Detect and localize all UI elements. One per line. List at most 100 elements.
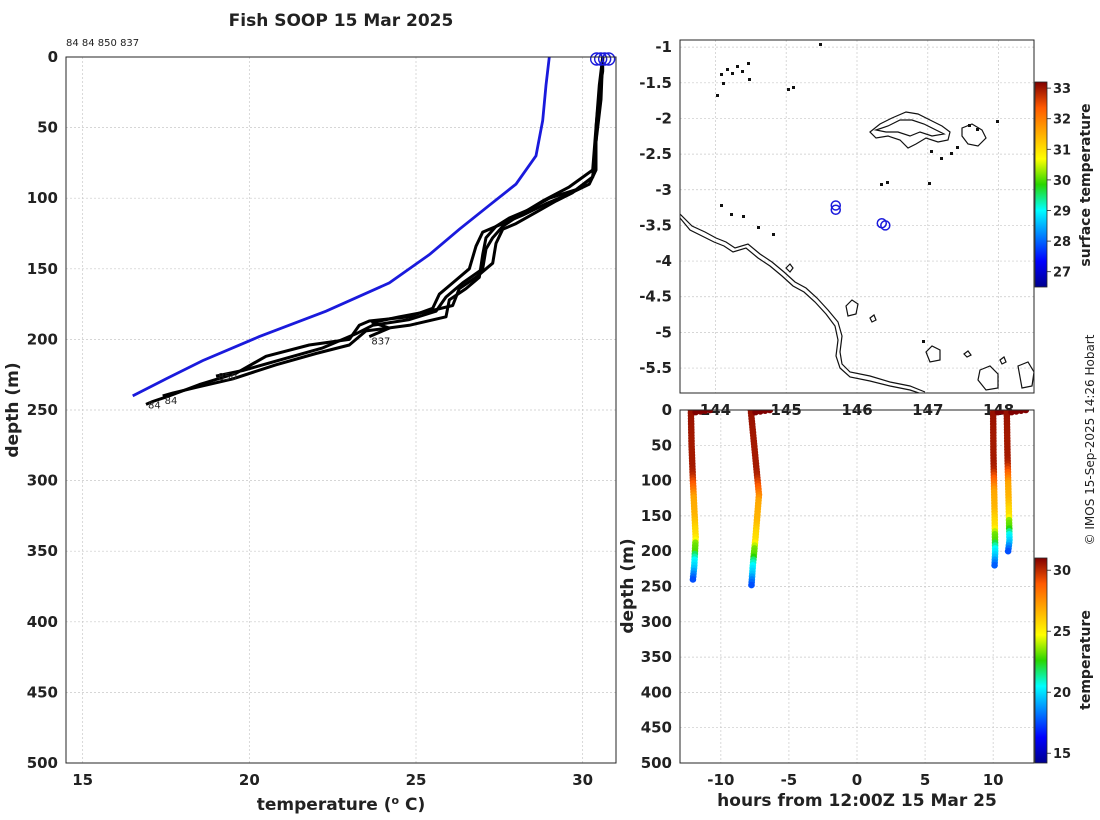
profile-y-tick-label: 100 <box>27 189 58 207</box>
profile-y-tick-label: 250 <box>27 401 58 419</box>
surface-colorbar-tick-label: 32 <box>1053 113 1071 128</box>
profile-x-ticks: 15 20 25 30 <box>72 771 593 789</box>
timeseries-y-tick-label: 0 <box>662 401 672 419</box>
map-y-tick-label: -2 <box>655 109 672 127</box>
island-new-ireland-inner <box>873 119 946 137</box>
map-y-tick-label: -1 <box>655 38 672 56</box>
drop-marker <box>830 204 842 215</box>
timeseries-y-tick-label: 150 <box>641 507 672 525</box>
timeseries-x-ticks: -10 -5 0 5 10 <box>707 771 1003 789</box>
map-y-tick-label: -4 <box>655 252 672 270</box>
temperature-colorbar-tick-label: 15 <box>1053 747 1071 762</box>
surface-colorbar-tick-label: 30 <box>1053 174 1071 189</box>
profile-end-label: 84 <box>148 400 161 411</box>
profile-lines: 84 84 850 837 <box>145 56 605 411</box>
temperature-colorbar-ticks: 15 20 25 30 <box>1047 564 1071 762</box>
profile-x-tick-label: 30 <box>572 771 593 789</box>
coast-main-inner <box>680 217 921 393</box>
map-y-tick-label: -3.5 <box>639 216 672 234</box>
drop-markers <box>830 200 891 231</box>
timeseries-x-tick-label: 5 <box>920 771 930 789</box>
island-east-1 <box>845 299 859 317</box>
profile-x-tick-label: 25 <box>406 771 427 789</box>
cast <box>1003 410 1030 555</box>
map-y-tick-label: -1.5 <box>639 74 672 92</box>
timeseries-y-tick-label: 50 <box>651 436 672 454</box>
surface-colorbar-tick-label: 29 <box>1053 205 1071 220</box>
profile-end-label: 850 <box>218 372 237 383</box>
surface-marker <box>597 52 612 66</box>
drop-marker <box>830 200 842 211</box>
profile-end-label: 837 <box>371 337 390 348</box>
surface-marker <box>593 52 608 66</box>
map-frame <box>679 39 1035 394</box>
profile-y-tick-label: 150 <box>27 260 58 278</box>
timeseries-x-label: hours from 12:00Z 15 Mar 25 <box>717 791 997 811</box>
island-small-b <box>869 314 877 323</box>
profile-line <box>215 56 605 378</box>
map-plot: 144145146147148 -1-1.5-2-2.5-3-3.5-4-4.5… <box>639 38 1094 419</box>
surface-colorbar-tick-label: 33 <box>1053 82 1071 97</box>
timeseries-y-label: depth (m) <box>618 538 638 633</box>
cast <box>989 410 1016 569</box>
island-manus-group <box>961 123 987 147</box>
cast-sample <box>1022 410 1030 414</box>
timeseries-y-tick-label: 100 <box>641 472 672 490</box>
timeseries-y-tick-label: 350 <box>641 648 672 666</box>
timeseries-y-ticks: 0 50 100 150 200 250 300 350 400 450 500 <box>641 401 672 772</box>
coast-main-outer <box>680 213 926 393</box>
map-y-tick-label: -5 <box>655 323 672 341</box>
cast-sample <box>748 581 755 589</box>
profile-x-tick-label: 20 <box>239 771 260 789</box>
profile-x-label: temperature (o C) <box>257 794 426 816</box>
profile-y-tick-label: 0 <box>48 48 58 66</box>
island-east-4 <box>1017 361 1034 389</box>
profile-y-tick-label: 50 <box>37 119 58 137</box>
island-new-ireland <box>869 111 951 149</box>
drop-marker <box>880 220 891 231</box>
temperature-colorbar-tick-label: 30 <box>1053 564 1071 579</box>
cast-sample <box>689 576 697 583</box>
profile-y-tick-label: 300 <box>27 472 58 490</box>
cast-sample <box>991 562 998 569</box>
timeseries-y-tick-label: 400 <box>641 683 672 701</box>
profile-plot: 15 20 25 30 050100150200250300350400450500 … <box>3 48 617 816</box>
timeseries-x-tick-label: -5 <box>781 771 798 789</box>
surface-colorbar-tick-label: 28 <box>1053 235 1071 250</box>
timeseries-x-tick-label: -10 <box>707 771 734 789</box>
profile-y-tick-label: 450 <box>27 683 58 701</box>
island-small-a <box>785 263 794 273</box>
climatology-line <box>132 56 551 398</box>
timeseries-frame <box>679 409 1035 764</box>
map-y-tick-label: -5.5 <box>639 359 672 377</box>
timeseries-y-tick-label: 500 <box>641 754 672 772</box>
temperature-colorbar-tick-label: 25 <box>1053 625 1071 640</box>
timeseries-x-tick-label: 10 <box>983 771 1004 789</box>
surface-marker <box>601 52 616 66</box>
cast-sample <box>706 410 714 414</box>
profile-y-tick-label: 400 <box>27 613 58 631</box>
timeseries-grid <box>680 409 1034 764</box>
timeseries-y-tick-label: 250 <box>641 578 672 596</box>
cast-sample <box>766 410 774 414</box>
map-y-tick-label: -4.5 <box>639 288 672 306</box>
map-y-ticks: -1 -1.5 -2 -2.5 -3 -3.5 -4 -4.5 -5 -5.5 <box>639 38 672 377</box>
surface-colorbar-label: surface temperature <box>1078 103 1094 266</box>
profile-y-label: depth (m) <box>3 362 23 457</box>
cast-sample <box>1004 547 1012 555</box>
island-small-c <box>963 350 972 358</box>
figure-title: Fish SOOP 15 Mar 2025 <box>229 11 454 31</box>
profile-y-ticks: 0 50 100 150 200 250 300 350 400 450 500 <box>27 48 58 772</box>
profile-y-tick-label: 200 <box>27 330 58 348</box>
surface-temperature-colorbar <box>1034 81 1048 288</box>
cast <box>747 410 774 589</box>
island-small-d <box>999 356 1007 365</box>
cast <box>687 410 714 583</box>
profile-y-tick-label: 350 <box>27 542 58 560</box>
map-y-tick-label: -2.5 <box>639 145 672 163</box>
profile-x-tick-label: 15 <box>72 771 93 789</box>
header-labels: 84 84 850 837 <box>66 38 139 49</box>
temperature-colorbar-tick-label: 20 <box>1053 686 1071 701</box>
credit-text: © IMOS 15-Sep-2025 14:26 Hobart <box>1083 334 1097 545</box>
